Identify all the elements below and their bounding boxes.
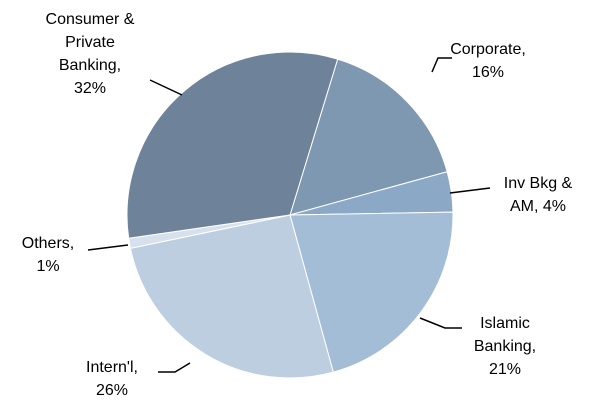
slice-label: Inv Bkg & AM, 4% [496,172,580,218]
slice-value: 1% [36,258,60,275]
pie-slice [126,51,339,239]
pie-slice [289,58,448,216]
pie-slice [289,211,454,373]
slice-label: Consumer & Private Banking, 32% [44,8,136,100]
leader-line [419,317,462,329]
slice-value: 16% [471,64,505,81]
pie-slice [129,214,334,379]
leader-line [149,79,183,96]
slice-name: Islamic Banking, [473,315,537,355]
slice-label: Corporate, 16% [443,38,533,84]
slice-value: 32% [73,80,107,97]
slice-name: Others, [21,235,75,252]
slice-label: Others, 1% [17,232,79,278]
slice-name: Inv Bkg & AM, [503,175,573,215]
slice-name: Corporate, [450,41,526,58]
leader-line [158,362,191,373]
slice-name: Intern'l, [86,359,138,376]
leader-line [431,57,452,73]
slice-label: Islamic Banking, 21% [465,312,545,381]
leader-line [87,244,129,251]
slice-value: 4% [542,198,567,215]
slice-value: 26% [95,382,129,399]
slice-value: 21% [488,361,522,378]
slice-label: Intern'l, 26% [77,356,147,402]
leader-line [449,187,491,194]
slice-name: Consumer & Private Banking, [45,11,135,74]
